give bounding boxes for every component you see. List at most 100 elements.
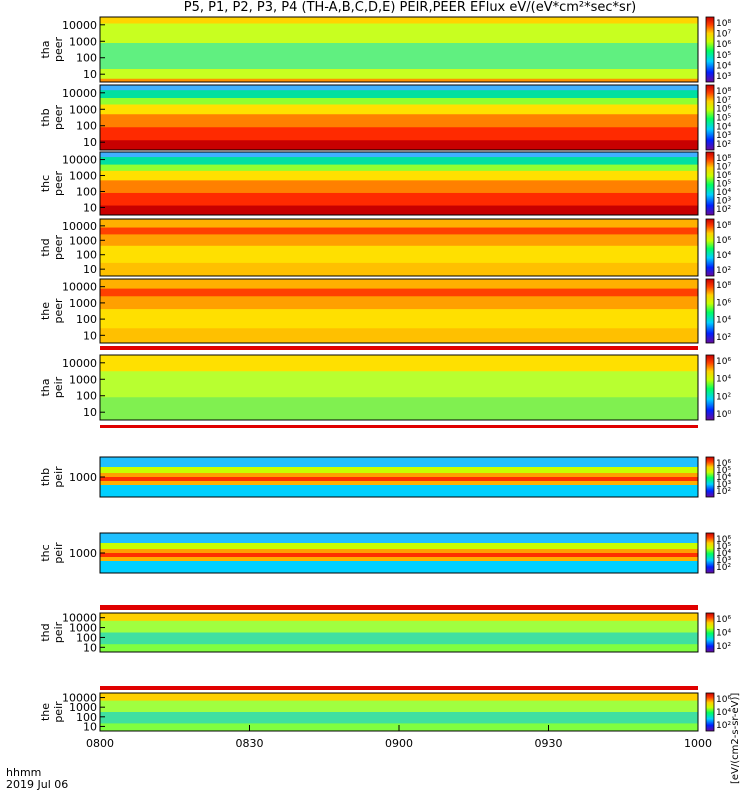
spectrogram-band	[100, 613, 698, 622]
spectrogram-band	[100, 309, 698, 329]
spectrogram-band	[100, 152, 698, 158]
colorbar	[705, 278, 715, 344]
y-tick-label: 10	[83, 68, 97, 81]
colorbar-tick-label: 10²	[716, 392, 731, 402]
spectrogram-band	[100, 78, 698, 83]
colorbar-tick-label: 10⁶	[716, 105, 731, 115]
spectrogram-band	[100, 227, 698, 235]
colorbar-units-label: [eV/(cm2-s-sr-eV)]	[730, 692, 741, 784]
colorbar-tick-label: 10⁶	[716, 535, 731, 545]
y-tick-label: 10	[83, 406, 97, 419]
spectrogram-band	[100, 157, 698, 166]
panel-frame	[99, 151, 699, 216]
colorbar-tick-label: 10²	[716, 563, 731, 573]
spectrogram-band	[100, 192, 698, 207]
spectrogram-band	[100, 371, 698, 398]
colorbar-tick-label: 10⁴	[716, 375, 731, 385]
colorbar-tick-label: 10⁴	[716, 629, 731, 639]
x-tick-label: 0830	[236, 737, 264, 750]
y-tick-label: 10000	[62, 154, 97, 167]
panel-product-label: peir	[52, 621, 65, 643]
spectrogram-band	[100, 355, 698, 372]
spectrogram-band	[100, 219, 698, 229]
colorbar-tick-label: 10⁷	[716, 163, 731, 173]
spectrogram-band	[100, 23, 698, 44]
colorbar-tick-label: 10²	[716, 140, 731, 150]
colorbar	[705, 16, 715, 83]
panel-probe-label: thc	[39, 175, 52, 192]
spectrogram-band	[100, 234, 698, 247]
colorbar-tick-label: 10⁰	[716, 410, 731, 420]
y-tick-label: 100	[76, 631, 97, 644]
colorbar-tick-label: 10⁶	[716, 236, 731, 246]
colorbar-tick-label: 10⁵	[716, 542, 731, 552]
colorbar	[705, 692, 715, 732]
colorbar-tick-label: 10²	[716, 642, 731, 652]
spectrogram-band	[100, 481, 698, 486]
spectrogram-band	[100, 620, 698, 633]
panel-product-label: peir	[52, 701, 65, 723]
y-tick-label: 10	[83, 641, 97, 654]
y-tick-label: 10	[83, 720, 97, 733]
chart-title: P5, P1, P2, P3, P4 (TH-A,B,C,D,E) PEIR,P…	[183, 0, 637, 15]
colorbar	[705, 218, 715, 277]
y-tick-label: 10000	[62, 281, 97, 294]
spectrogram-band	[100, 69, 698, 80]
panel-frame	[99, 84, 699, 151]
y-tick-label: 1000	[69, 547, 97, 560]
y-tick-label: 100	[76, 120, 97, 133]
y-tick-label: 10000	[62, 357, 97, 370]
x-tick-label: 0800	[86, 737, 114, 750]
spectrogram-band	[100, 700, 698, 713]
spectrogram-band	[100, 693, 698, 702]
spectrogram-band	[100, 114, 698, 128]
colorbar-tick-label: 10⁶	[716, 357, 731, 367]
y-tick-label: 10	[83, 136, 97, 149]
y-tick-label: 1000	[69, 297, 97, 310]
y-tick-label: 1000	[69, 701, 97, 714]
panel-probe-label: tha	[39, 378, 52, 396]
panel-product-label: peir	[52, 466, 65, 488]
colorbar-tick-label: 10⁸	[716, 154, 731, 164]
spectrogram-band	[100, 549, 698, 554]
spectrogram-band	[100, 98, 698, 105]
data-gap-stripe	[100, 686, 698, 690]
colorbar-tick-label: 10³	[716, 556, 731, 566]
spectrogram-band	[100, 485, 698, 498]
panel-product-label: peer	[52, 298, 65, 324]
spectrogram-band	[100, 85, 698, 91]
panel-frame	[99, 278, 699, 344]
y-tick-label: 100	[76, 249, 97, 262]
panel-probe-label: thd	[39, 623, 52, 641]
panel-peer-thb: 10000 1000 100 10 thb peer 10⁸10⁷10⁶10⁵10⁴10³1…	[39, 84, 731, 151]
colorbar-tick-label: 10²	[716, 721, 731, 731]
colorbar-tick-label: 10⁸	[716, 221, 731, 231]
spectrogram-band	[100, 43, 698, 70]
y-tick-label: 10000	[62, 692, 97, 705]
spectrogram-band	[100, 557, 698, 562]
spectrogram-band	[100, 477, 698, 482]
colorbar-tick-label: 10⁴	[716, 61, 731, 71]
spectrogram-band	[100, 17, 698, 24]
colorbar-tick-label: 10⁶	[716, 298, 731, 308]
y-tick-label: 100	[76, 52, 97, 65]
y-tick-label: 10	[83, 329, 97, 342]
data-gap-stripe	[100, 425, 698, 428]
panel-product-label: peer	[52, 235, 65, 261]
panel-probe-label: tha	[39, 40, 52, 58]
spectrogram-band	[100, 140, 698, 151]
spectrogram-band	[100, 288, 698, 297]
panel-probe-label: the	[39, 302, 52, 320]
panel-frame	[99, 16, 699, 83]
y-tick-label: 100	[76, 711, 97, 724]
y-tick-label: 10000	[62, 87, 97, 100]
spectrogram-band	[100, 533, 698, 544]
colorbar-tick-label: 10⁴	[716, 549, 731, 559]
panel-probe-label: thc	[39, 544, 52, 561]
